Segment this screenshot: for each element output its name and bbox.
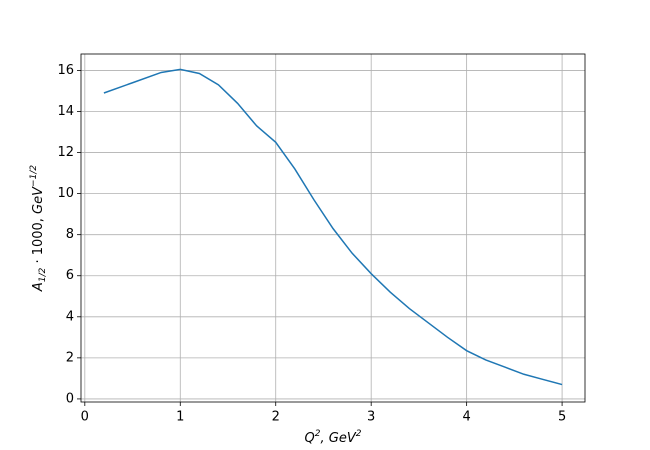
y-tick-label: 2 (66, 350, 74, 365)
y-tick-label: 6 (66, 268, 74, 283)
y-tick-label: 16 (57, 63, 74, 78)
y-tick-label: 0 (66, 391, 74, 406)
y-tick-label: 8 (66, 227, 74, 242)
x-label-part: 2 (356, 429, 362, 439)
x-tick-label: 0 (81, 410, 89, 425)
y-tick-label: 14 (57, 104, 74, 119)
y-axis-label: A1/2 · 1000, GeV−1/2 (29, 165, 48, 292)
x-tick-label: 5 (558, 410, 566, 425)
x-label-part: Q (305, 431, 315, 446)
y-label-part: A (31, 282, 46, 292)
y-tick-label: 4 (66, 309, 74, 324)
plot-frame (80, 53, 586, 403)
y-tick-label: 12 (57, 145, 74, 160)
x-label-part: 2 (315, 429, 321, 439)
y-label-part: · 1000, (31, 214, 46, 268)
y-label-part: GeV (31, 186, 46, 214)
y-tick-label: 10 (57, 186, 74, 201)
x-tick-label: 3 (367, 410, 375, 425)
y-label-part: −1/2 (29, 165, 39, 187)
x-axis-label: Q2, GeV2 (305, 429, 362, 446)
x-label-part: , GeV (321, 431, 357, 446)
data-line (103, 68, 563, 386)
x-tick-label: 1 (176, 410, 184, 425)
x-tick-label: 2 (272, 410, 280, 425)
x-tick-label: 4 (462, 410, 470, 425)
y-label-part: 1/2 (38, 267, 48, 282)
